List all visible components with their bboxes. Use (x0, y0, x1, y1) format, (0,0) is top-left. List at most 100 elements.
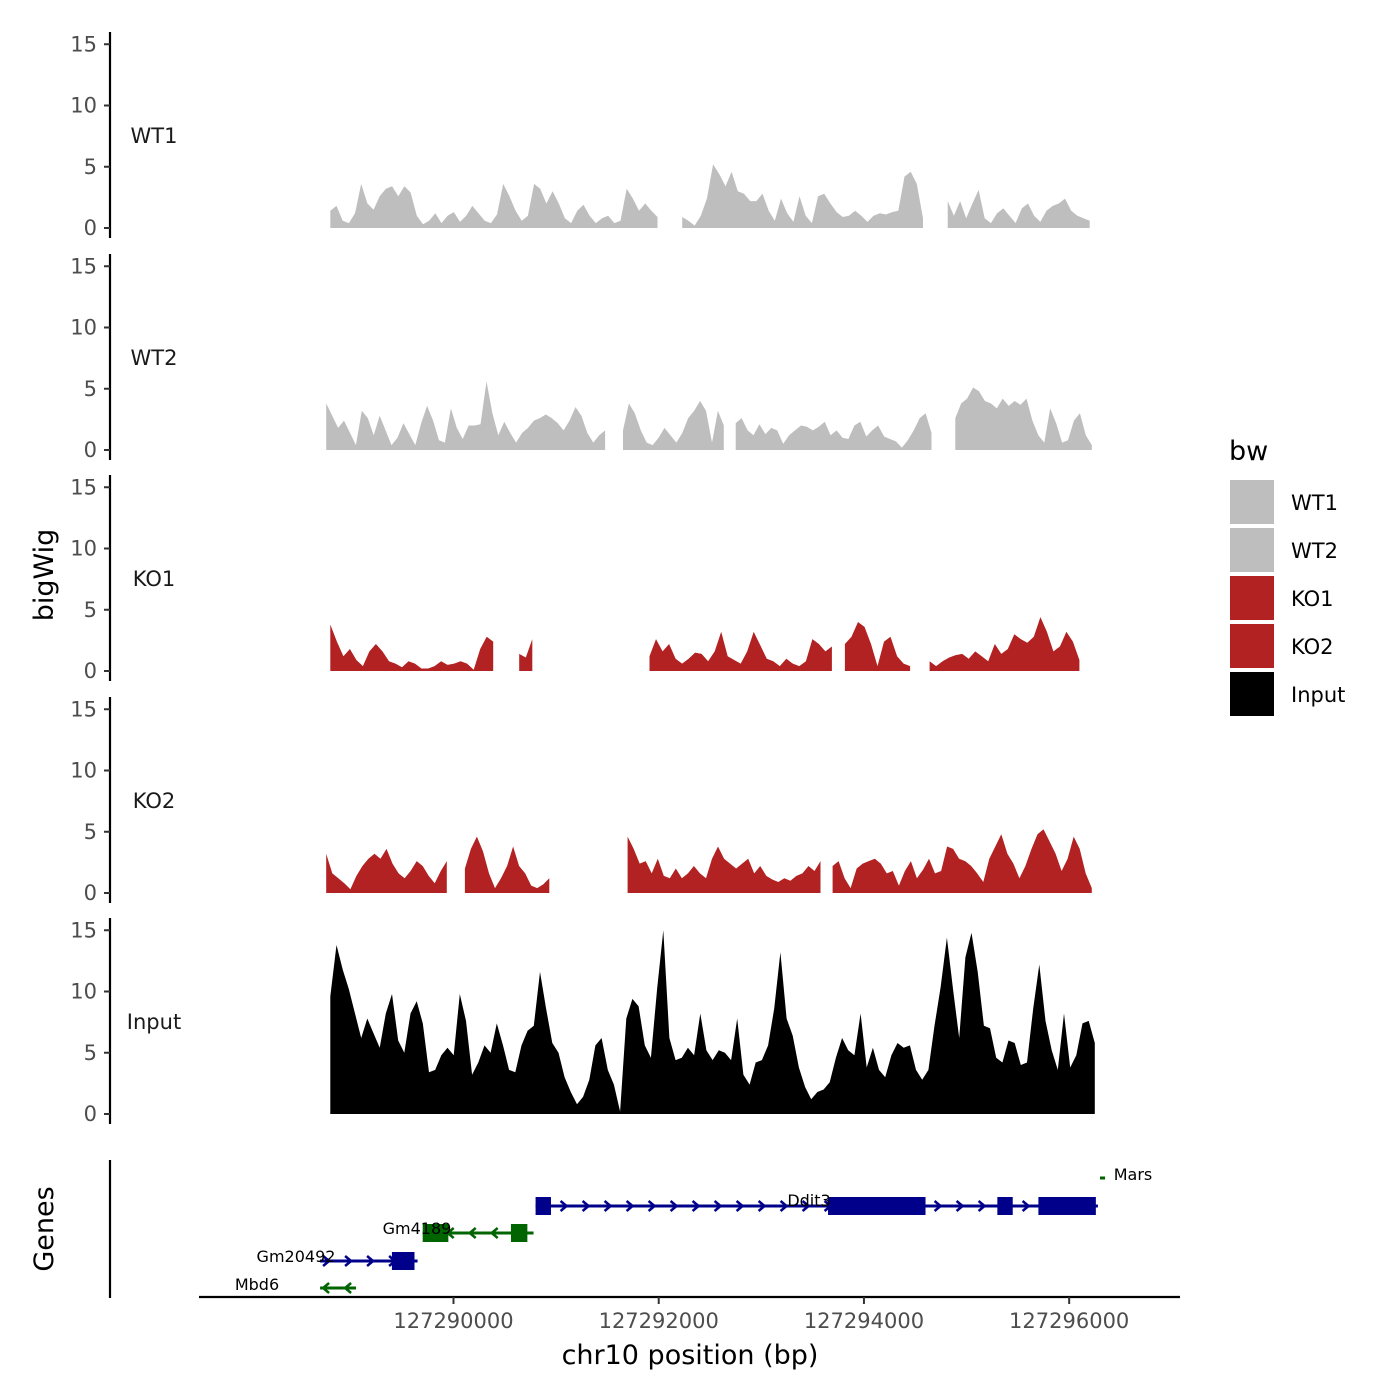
legend-key-wt2 (1230, 528, 1274, 572)
exon (422, 1224, 449, 1242)
gene-label: Mbd6 (235, 1275, 279, 1294)
strand-arrow (801, 1200, 811, 1212)
y-tick-label: 5 (84, 377, 97, 401)
track-label: WT1 (131, 124, 178, 148)
exon (535, 1197, 551, 1215)
strand-arrow (647, 1200, 657, 1212)
track-label: KO1 (133, 567, 176, 591)
track-label: KO2 (133, 789, 176, 813)
y-tick-label: 15 (70, 918, 97, 942)
track-wt2: 0 5 10 15 WT2 (70, 254, 1092, 462)
signal-area-wt2 (623, 401, 724, 450)
x-axis: 127290000 127292000 127294000 127296000 (199, 1295, 1180, 1333)
gene-gm4189: Gm4189 (383, 1219, 534, 1242)
signal-area-wt2 (735, 413, 932, 450)
strand-arrow (321, 1282, 330, 1294)
x-tick-label: 127290000 (393, 1309, 513, 1333)
y-tick-label: 0 (84, 216, 97, 240)
strand-arrow (467, 1227, 477, 1239)
strand-arrow (713, 1200, 723, 1212)
track-wt1: 0 5 10 15 WT1 (70, 32, 1090, 240)
strand-arrow (955, 1200, 965, 1212)
x-tick-label: 127296000 (1009, 1309, 1129, 1333)
y-tick-label: 5 (84, 598, 97, 622)
gene-mars: Mars (1099, 1165, 1153, 1184)
signal-area-ko1 (929, 617, 1080, 671)
strand-arrow (603, 1200, 613, 1212)
signal-tracks: 0 5 10 15 WT1 0 5 10 15 WT2 0 5 10 15 KO1 0 5 10 15 KO2 0 5 10… (70, 32, 1095, 1126)
strand-arrow (322, 1255, 332, 1267)
strand-arrow (581, 1200, 591, 1212)
strand-arrow (691, 1200, 701, 1212)
legend-label: KO2 (1291, 635, 1334, 659)
signal-area-ko2 (832, 829, 1092, 893)
y-tick-label: 10 (70, 316, 97, 340)
y-tick-label: 15 (70, 697, 97, 721)
exon (510, 1224, 528, 1242)
strand-arrow (489, 1227, 499, 1239)
strand-arrow (625, 1200, 635, 1212)
strand-arrow (559, 1200, 569, 1212)
signal-area-ko1 (519, 639, 533, 671)
y-tick-label: 5 (84, 820, 97, 844)
y-tick-label: 15 (70, 254, 97, 278)
track-label: WT2 (131, 346, 178, 370)
track-label: Input (127, 1010, 181, 1034)
y-tick-label: 0 (84, 881, 97, 905)
strand-arrow (735, 1200, 745, 1212)
legend: bw WT1 WT2 KO1 KO2 Input (1229, 436, 1345, 716)
legend-label: WT1 (1291, 491, 1338, 515)
strand-arrow (344, 1255, 354, 1267)
gene-label: Mars (1114, 1165, 1153, 1184)
gene-ddit3: Ddit3 (535, 1191, 1098, 1215)
y-axis-title: bigWig (29, 529, 60, 622)
y-tick-label: 0 (84, 659, 97, 683)
gene-track: Ddit3 Mars Gm4189 Gm20492 Mbd6 (108, 1160, 1153, 1298)
exon (828, 1197, 926, 1215)
track-input: 0 5 10 15 Input (70, 918, 1095, 1126)
signal-area-ko2 (627, 836, 821, 893)
strand-arrow (343, 1282, 352, 1294)
y-tick-label: 15 (70, 32, 97, 56)
legend-key-input (1230, 672, 1274, 716)
y-tick-label: 10 (70, 759, 97, 783)
signal-area-ko1 (844, 622, 911, 671)
y-tick-label: 10 (70, 537, 97, 561)
y-tick-label: 10 (70, 980, 97, 1004)
genes-track-title: Genes (29, 1186, 60, 1271)
legend-title: bw (1229, 436, 1268, 467)
y-tick-label: 0 (84, 438, 97, 462)
x-tick-label: 127294000 (804, 1309, 924, 1333)
legend-key-ko2 (1230, 624, 1274, 668)
strand-arrow (757, 1200, 767, 1212)
y-tick-label: 5 (84, 155, 97, 179)
strand-arrow (669, 1200, 679, 1212)
x-axis-title: chr10 position (bp) (562, 1340, 819, 1371)
legend-label: Input (1291, 683, 1345, 707)
legend-label: WT2 (1291, 539, 1338, 563)
exon (391, 1252, 415, 1270)
signal-area-ko1 (330, 624, 494, 671)
gene-gm20492: Gm20492 (257, 1247, 418, 1270)
signal-area-wt1 (682, 164, 923, 228)
strand-arrow (933, 1200, 943, 1212)
exon (1038, 1197, 1096, 1215)
gene-label: Gm4189 (383, 1219, 452, 1238)
y-tick-label: 10 (70, 94, 97, 118)
strand-arrow (779, 1200, 789, 1212)
y-tick-label: 0 (84, 1102, 97, 1126)
signal-area-wt2 (326, 381, 606, 450)
signal-area-wt2 (955, 387, 1092, 450)
signal-area-wt1 (330, 183, 658, 228)
gene-label: Ddit3 (787, 1191, 830, 1210)
x-tick-label: 127292000 (599, 1309, 719, 1333)
gene-mbd6: Mbd6 (235, 1275, 357, 1294)
track-ko2: 0 5 10 15 KO2 (70, 697, 1092, 905)
strand-arrow (366, 1255, 376, 1267)
strand-arrow (977, 1200, 987, 1212)
y-tick-label: 5 (84, 1041, 97, 1065)
signal-area-wt1 (947, 190, 1090, 228)
signal-area-ko2 (326, 848, 447, 893)
signal-area-input (330, 930, 1095, 1114)
